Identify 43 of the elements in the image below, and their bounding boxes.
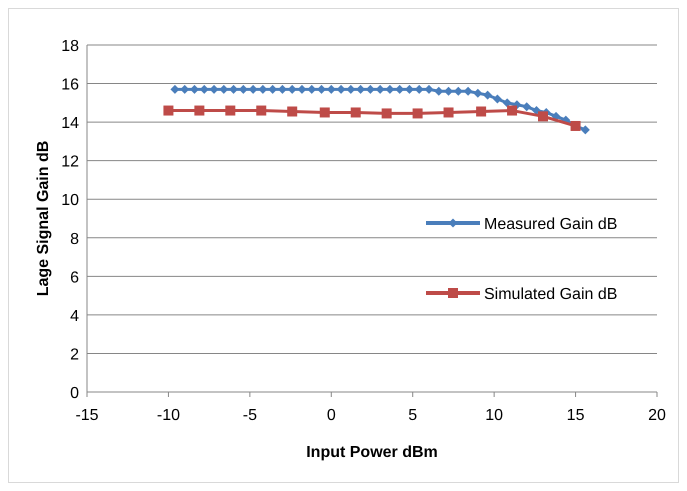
point <box>483 90 492 100</box>
point <box>170 84 180 94</box>
y-tick-label: 14 <box>61 115 80 132</box>
x-tick-label: 0 <box>326 407 336 424</box>
x-axis-title: Input Power dBm <box>306 444 438 461</box>
y-tick-label: 8 <box>70 230 80 248</box>
point <box>256 106 266 116</box>
point <box>580 125 590 134</box>
point <box>502 98 512 108</box>
x-tick-label: -15 <box>75 407 99 424</box>
point <box>473 88 482 98</box>
x-tick-label: 15 <box>566 407 585 424</box>
point <box>492 94 502 104</box>
legend-label: Simulated Gain dB <box>484 286 618 303</box>
point <box>507 106 518 116</box>
y-tick-label: 2 <box>70 346 80 364</box>
x-tick-label: 10 <box>485 407 504 424</box>
y-tick-label: 4 <box>70 308 80 325</box>
point <box>382 108 392 118</box>
point <box>522 102 532 112</box>
x-tick-label: -5 <box>242 407 258 424</box>
y-tick-label: 16 <box>61 76 80 94</box>
point <box>412 108 423 118</box>
y-tick-label: 6 <box>70 269 80 286</box>
point <box>225 106 236 116</box>
y-tick-label: 0 <box>70 385 80 402</box>
y-tick-label: 12 <box>61 154 80 171</box>
point <box>538 111 548 122</box>
point <box>194 106 204 116</box>
point <box>424 84 434 94</box>
x-tick-label: 20 <box>648 407 666 424</box>
x-tick-label: -10 <box>156 407 180 424</box>
x-tick-label: 5 <box>408 407 418 424</box>
point <box>476 106 486 117</box>
y-axis-title: Lage Signal Gain dB <box>35 140 52 296</box>
point <box>320 107 330 118</box>
y-tick-label: 10 <box>61 192 80 210</box>
point <box>350 107 361 118</box>
y-tick-label: 18 <box>61 38 80 55</box>
point <box>444 107 454 118</box>
legend-label: Measured Gain dB <box>484 216 618 233</box>
point <box>287 106 298 117</box>
point <box>163 106 174 116</box>
